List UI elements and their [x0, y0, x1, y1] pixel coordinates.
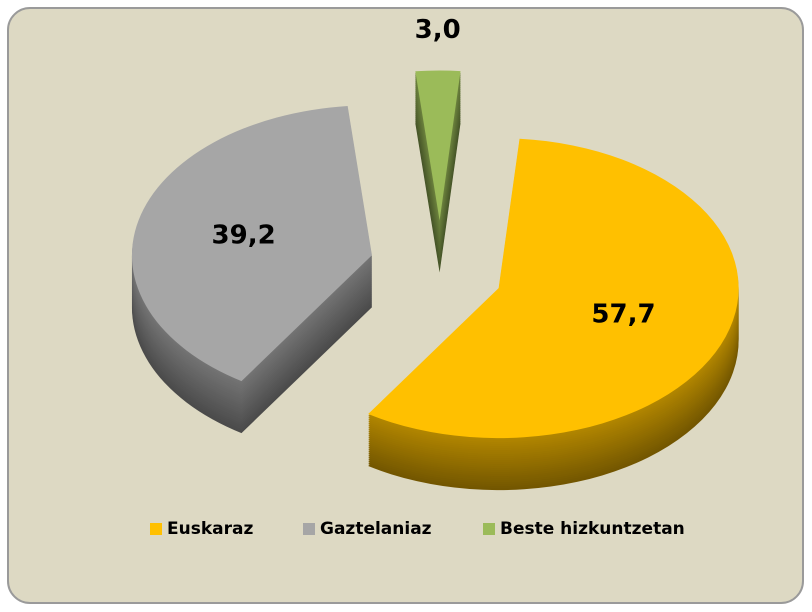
- legend-swatch: [150, 523, 162, 535]
- data-label: 57,7: [591, 299, 655, 329]
- slice: [368, 138, 739, 439]
- legend-label: Beste hizkuntzetan: [500, 519, 685, 539]
- slice: [415, 70, 461, 221]
- legend-swatch: [303, 523, 315, 535]
- legend-label: Gaztelaniaz: [320, 519, 432, 539]
- data-label: 3,0: [415, 15, 461, 45]
- data-label: 39,2: [212, 220, 276, 250]
- slice: [131, 106, 372, 382]
- legend-swatch: [483, 523, 495, 535]
- legend-label: Euskaraz: [167, 519, 253, 539]
